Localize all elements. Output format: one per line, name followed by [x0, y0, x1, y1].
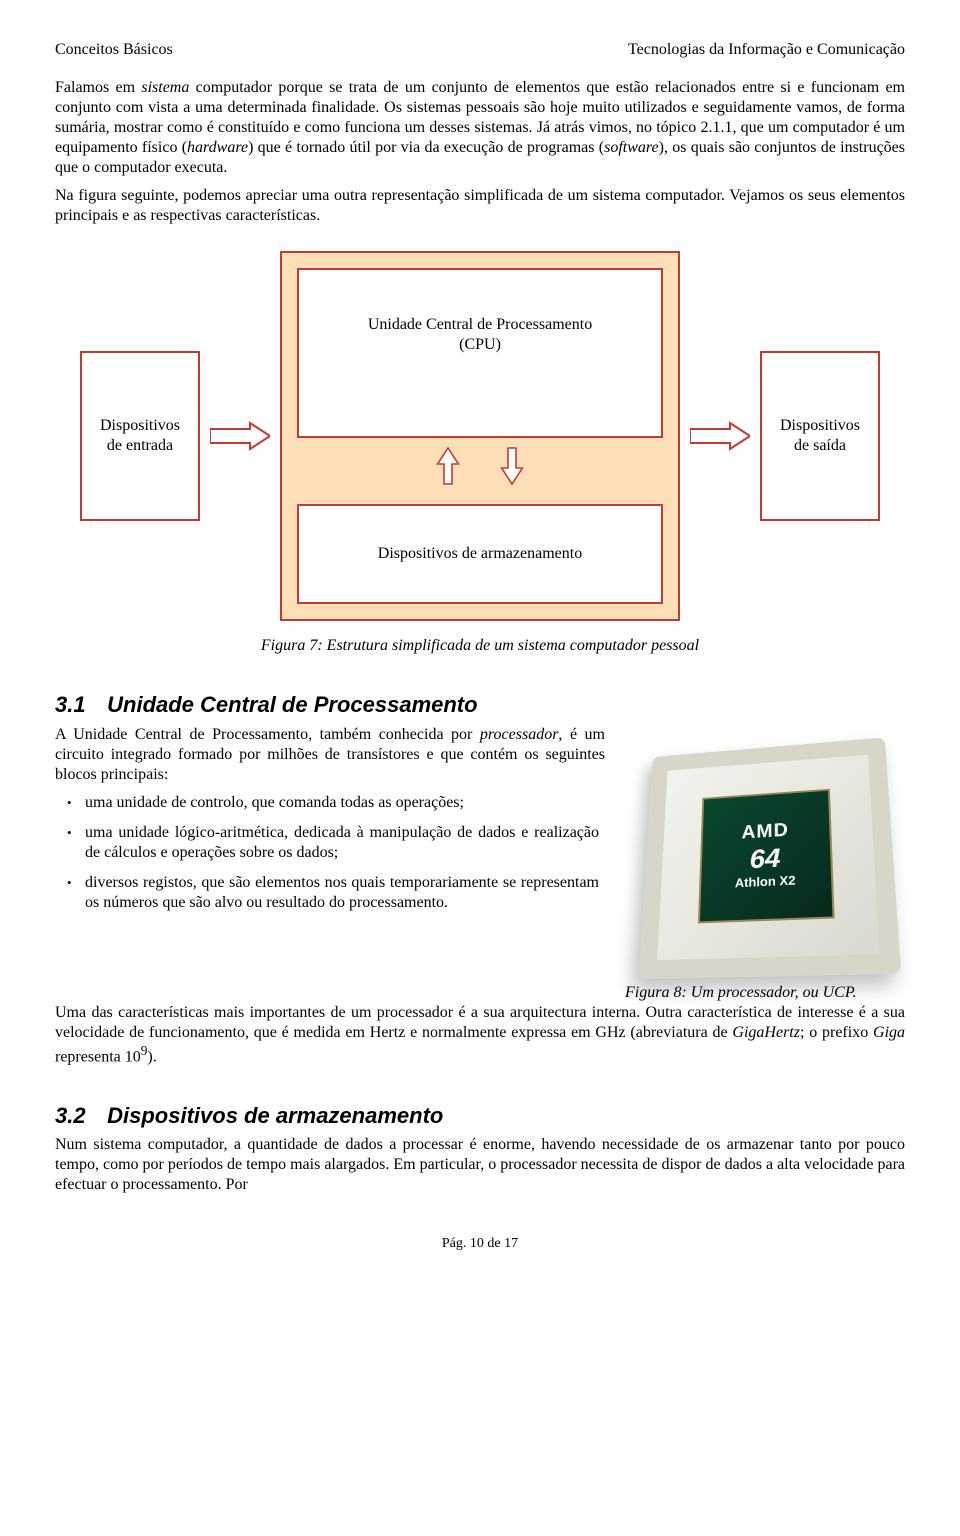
central-system-box: Unidade Central de Processamento (CPU) D…: [280, 251, 680, 621]
p1d: hardware: [187, 139, 248, 156]
section-3-2-num: 3.2: [55, 1102, 101, 1130]
system-diagram: Dispositivos de entrada Unidade Central …: [55, 251, 905, 621]
header-left: Conceitos Básicos: [55, 40, 173, 60]
chip-model-big: 64: [750, 845, 781, 873]
s31p2c: ; o prefixo: [800, 1024, 873, 1041]
paragraph-2: Na figura seguinte, podemos apreciar uma…: [55, 186, 905, 226]
s31p2e: representa 10: [55, 1048, 141, 1065]
s31a: A Unidade Central de Processamento, tamb…: [55, 726, 480, 743]
output-devices-box: Dispositivos de saída: [760, 351, 880, 521]
list-item: uma unidade lógico-aritmética, dedicada …: [85, 823, 605, 863]
p1f: software: [604, 139, 659, 156]
chip-model-line: Athlon X2: [735, 873, 796, 892]
header-right: Tecnologias da Informação e Comunicação: [628, 40, 905, 60]
list-item: uma unidade de controlo, que comanda tod…: [85, 793, 605, 813]
cpu-box: Unidade Central de Processamento (CPU): [297, 268, 663, 438]
section-3-1-body: A Unidade Central de Processamento, tamb…: [55, 725, 905, 1003]
cpu-die: AMD 64 Athlon X2: [698, 788, 835, 923]
p1a: Falamos em: [55, 79, 141, 96]
s31p2b: GigaHertz: [732, 1024, 800, 1041]
page-header: Conceitos Básicos Tecnologias da Informa…: [55, 40, 905, 60]
s31p2g: ).: [147, 1048, 156, 1065]
s31-para2: Uma das características mais importantes…: [55, 1003, 905, 1067]
page-footer: Pág. 10 de 17: [55, 1235, 905, 1253]
p1e: ) que é tornado útil por via da execução…: [248, 139, 604, 156]
section-3-1-heading: 3.1 Unidade Central de Processamento: [55, 691, 905, 719]
cpu-label-1: Unidade Central de Processamento: [309, 315, 651, 335]
section-3-2-heading: 3.2 Dispositivos de armazenamento: [55, 1102, 905, 1130]
section-3-1-num: 3.1: [55, 691, 101, 719]
s31p2d: Giga: [873, 1024, 905, 1041]
bidirectional-arrows: [436, 446, 524, 486]
cpu-label-2: (CPU): [309, 335, 651, 355]
storage-box: Dispositivos de armazenamento: [297, 504, 663, 604]
s31-para: A Unidade Central de Processamento, tamb…: [55, 725, 605, 785]
arrow-right-out: [690, 421, 750, 451]
s31b: processador: [480, 726, 559, 743]
arrow-right-in: [210, 421, 270, 451]
section-3-2-title: Dispositivos de armazenamento: [107, 1103, 443, 1128]
p1b: sistema: [141, 79, 189, 96]
cpu-blocks-list: uma unidade de controlo, que comanda tod…: [55, 793, 605, 913]
chip-brand: AMD: [741, 819, 789, 845]
figure-8: AMD 64 Athlon X2 Figura 8: Um processado…: [625, 725, 905, 1003]
s32-para: Num sistema computador, a quantidade de …: [55, 1135, 905, 1195]
arrow-down-icon: [500, 446, 524, 486]
arrow-up-icon: [436, 446, 460, 486]
cpu-chip-image: AMD 64 Athlon X2: [638, 737, 901, 979]
figure-7-caption: Figura 7: Estrutura simplificada de um s…: [55, 636, 905, 656]
paragraph-1: Falamos em sistema computador porque se …: [55, 78, 905, 178]
figure-8-caption: Figura 8: Um processador, ou UCP.: [625, 983, 905, 1003]
list-item: diversos registos, que são elementos nos…: [85, 873, 605, 913]
section-3-1-text: A Unidade Central de Processamento, tamb…: [55, 725, 605, 923]
input-devices-box: Dispositivos de entrada: [80, 351, 200, 521]
section-3-1-title: Unidade Central de Processamento: [107, 692, 477, 717]
